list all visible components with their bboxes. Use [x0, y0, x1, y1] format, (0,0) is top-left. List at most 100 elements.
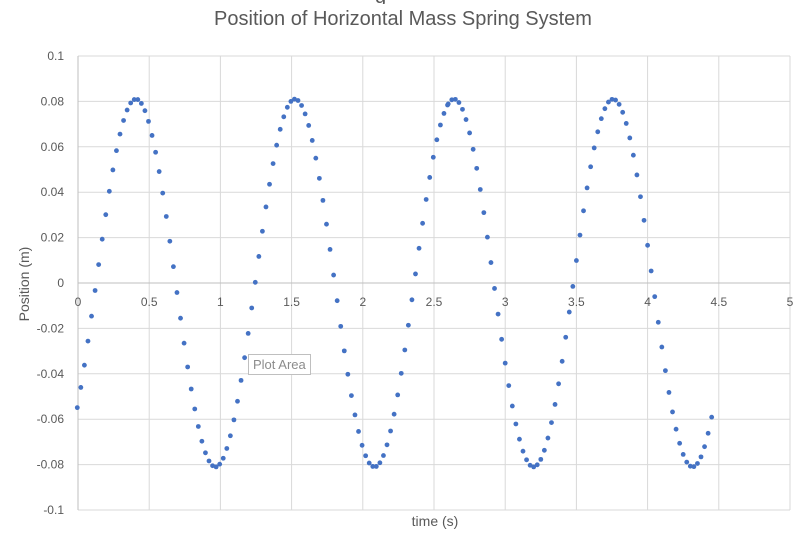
data-point[interactable]	[659, 344, 665, 350]
data-point[interactable]	[595, 129, 601, 135]
data-point[interactable]	[366, 460, 372, 466]
data-point[interactable]	[506, 383, 512, 389]
data-point[interactable]	[167, 238, 173, 244]
data-point[interactable]	[616, 101, 622, 107]
data-point[interactable]	[309, 138, 315, 143]
data-point[interactable]	[213, 464, 219, 470]
data-point[interactable]	[402, 347, 408, 353]
data-point[interactable]	[670, 409, 675, 415]
data-point[interactable]	[284, 104, 290, 110]
data-point[interactable]	[227, 433, 233, 439]
data-point[interactable]	[430, 154, 436, 160]
data-point[interactable]	[270, 161, 276, 166]
data-point[interactable]	[146, 118, 151, 124]
data-point[interactable]	[117, 131, 123, 137]
data-point[interactable]	[363, 453, 369, 459]
data-point[interactable]	[153, 149, 159, 155]
scatter-points[interactable]	[74, 96, 715, 470]
data-point[interactable]	[467, 130, 472, 136]
data-point[interactable]	[274, 142, 280, 148]
data-point[interactable]	[485, 234, 490, 240]
data-point[interactable]	[566, 309, 572, 315]
data-point[interactable]	[405, 322, 411, 328]
data-point[interactable]	[263, 204, 269, 210]
data-point[interactable]	[252, 279, 258, 285]
data-point[interactable]	[520, 448, 526, 454]
data-point[interactable]	[313, 155, 319, 161]
data-point[interactable]	[217, 461, 223, 467]
data-point[interactable]	[277, 126, 283, 132]
data-point[interactable]	[438, 122, 443, 128]
data-point[interactable]	[634, 172, 640, 178]
data-point[interactable]	[206, 458, 212, 464]
data-point[interactable]	[588, 164, 594, 170]
data-point[interactable]	[517, 436, 522, 442]
data-point[interactable]	[641, 217, 647, 223]
data-point[interactable]	[409, 297, 415, 303]
data-point[interactable]	[709, 414, 715, 420]
data-point[interactable]	[481, 210, 487, 216]
data-point[interactable]	[663, 368, 668, 374]
data-point[interactable]	[242, 355, 248, 361]
data-point[interactable]	[445, 101, 451, 107]
data-point[interactable]	[698, 454, 704, 460]
data-point[interactable]	[370, 464, 376, 469]
data-point[interactable]	[574, 258, 579, 263]
data-point[interactable]	[534, 462, 540, 468]
data-point[interactable]	[110, 167, 116, 173]
data-point[interactable]	[195, 424, 201, 429]
data-point[interactable]	[570, 284, 576, 289]
data-point[interactable]	[220, 455, 226, 461]
data-point[interactable]	[384, 442, 390, 448]
data-point[interactable]	[705, 430, 711, 436]
data-point[interactable]	[552, 402, 558, 407]
data-point[interactable]	[413, 271, 418, 277]
data-point[interactable]	[349, 393, 354, 398]
data-point[interactable]	[680, 451, 686, 457]
data-point[interactable]	[74, 405, 80, 411]
data-point[interactable]	[78, 385, 84, 390]
data-point[interactable]	[381, 453, 386, 458]
data-point[interactable]	[324, 221, 329, 227]
data-point[interactable]	[92, 288, 98, 293]
data-point[interactable]	[591, 145, 597, 151]
data-point[interactable]	[545, 435, 551, 441]
data-point[interactable]	[345, 371, 351, 377]
data-point[interactable]	[463, 117, 469, 122]
data-point[interactable]	[106, 188, 112, 194]
data-point[interactable]	[249, 305, 255, 311]
data-point[interactable]	[359, 442, 365, 448]
data-point[interactable]	[602, 106, 608, 112]
data-point[interactable]	[395, 392, 401, 398]
data-point[interactable]	[199, 438, 205, 444]
data-point[interactable]	[474, 165, 480, 171]
data-point[interactable]	[131, 97, 137, 102]
data-point[interactable]	[563, 334, 569, 340]
data-point[interactable]	[377, 460, 383, 466]
data-point[interactable]	[416, 245, 422, 251]
data-point[interactable]	[316, 175, 322, 181]
data-point[interactable]	[434, 137, 440, 143]
data-point[interactable]	[178, 315, 183, 321]
data-point[interactable]	[488, 260, 494, 265]
data-point[interactable]	[128, 100, 134, 106]
data-point[interactable]	[171, 264, 176, 270]
data-point[interactable]	[320, 197, 326, 203]
data-point[interactable]	[538, 456, 544, 462]
data-point[interactable]	[492, 286, 497, 291]
data-point[interactable]	[181, 340, 187, 346]
data-point[interactable]	[231, 417, 237, 423]
data-point[interactable]	[356, 429, 361, 434]
data-point[interactable]	[138, 101, 144, 106]
data-point[interactable]	[477, 187, 483, 192]
data-point[interactable]	[452, 96, 458, 102]
data-point[interactable]	[620, 109, 626, 115]
data-point[interactable]	[606, 99, 611, 105]
data-point[interactable]	[327, 247, 333, 252]
data-point[interactable]	[441, 111, 447, 116]
data-point[interactable]	[645, 242, 650, 248]
data-point[interactable]	[338, 323, 344, 329]
data-point[interactable]	[114, 148, 119, 154]
data-point[interactable]	[245, 330, 251, 336]
data-point[interactable]	[352, 412, 358, 418]
